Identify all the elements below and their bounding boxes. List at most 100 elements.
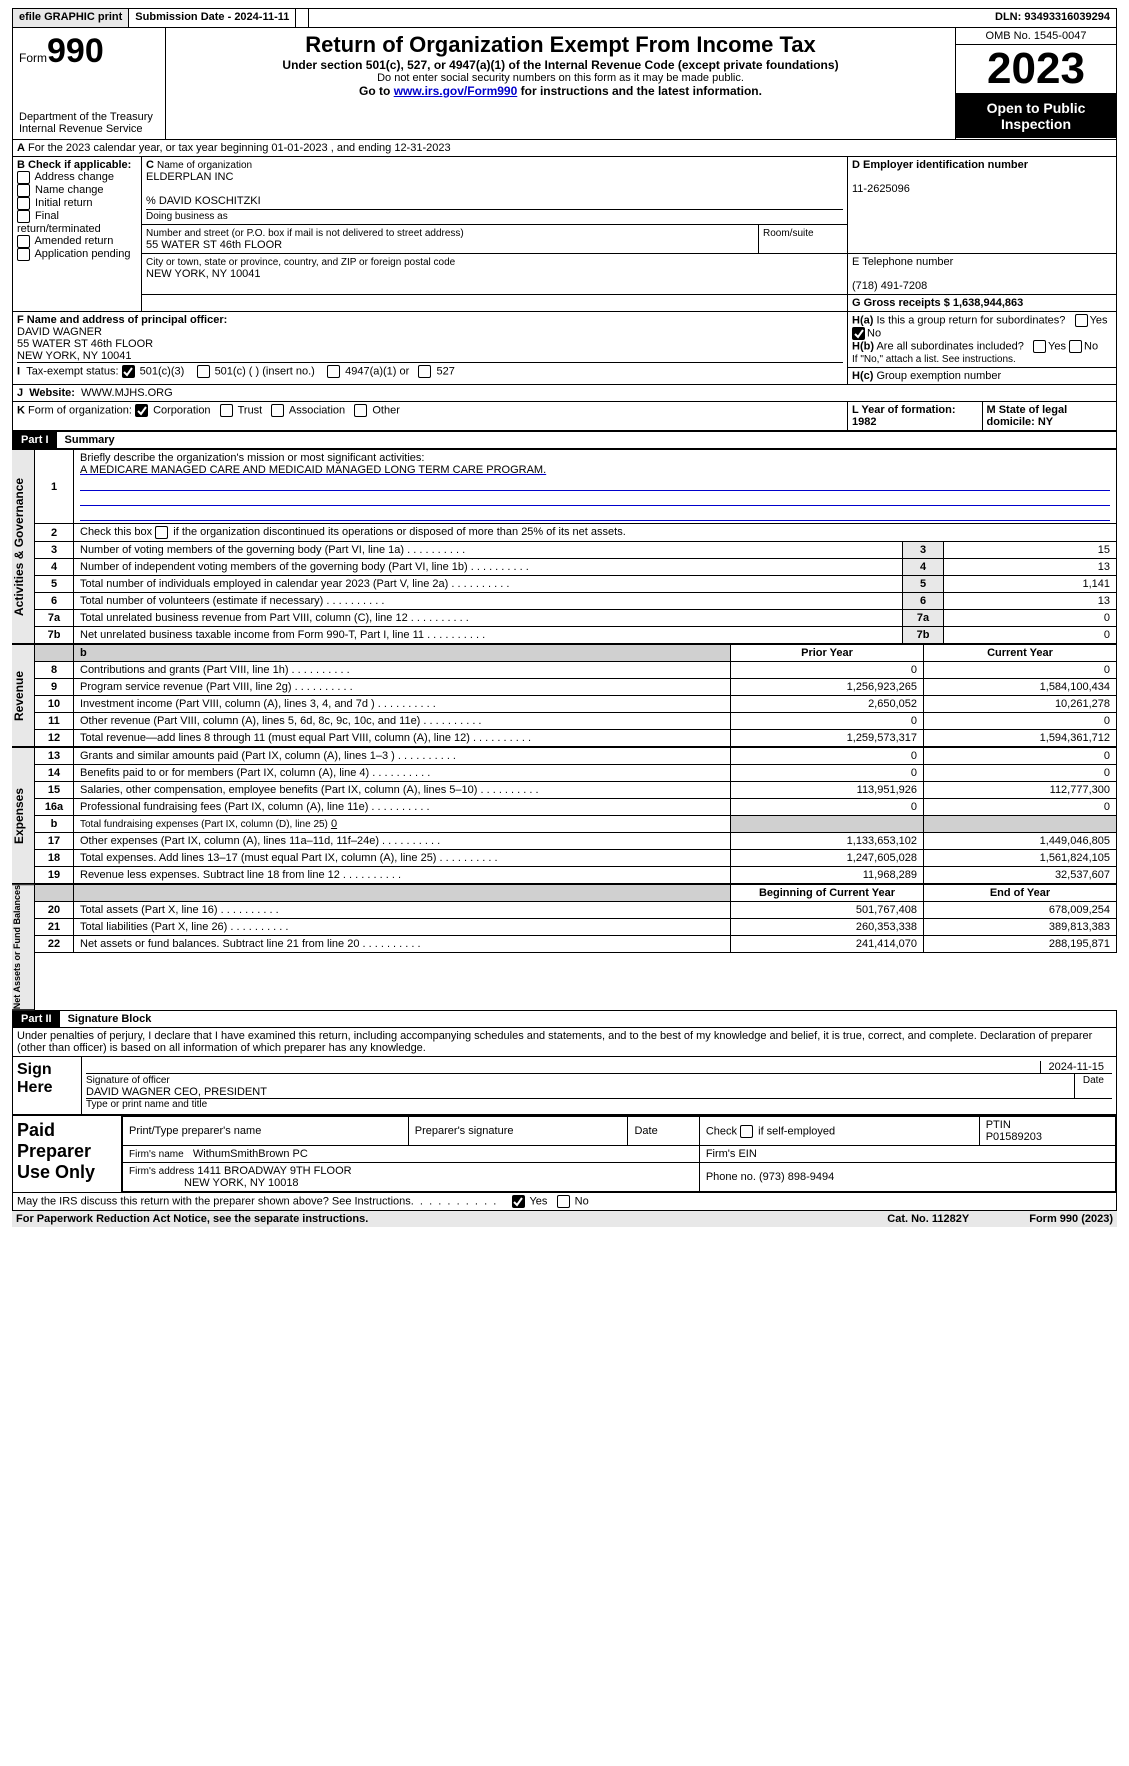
check-b-opt [17,184,30,197]
ein: 11-2625096 [852,183,910,195]
check-b-opt [17,197,30,210]
form-number: 990 [47,32,104,70]
paid-preparer-label: Paid Preparer Use Only [13,1116,122,1192]
check-b-opt [17,235,30,248]
city-state-zip: NEW YORK, NY 10041 [146,268,261,280]
sign-here-block: Sign Here 2024-11-15 Signature of office… [12,1056,1117,1115]
form-word: Form [19,51,47,65]
city-label: City or town, state or province, country… [146,257,455,268]
form990-link[interactable]: www.irs.gov/Form990 [394,84,518,98]
hb-no [1069,340,1082,353]
addr-label: Number and street (or P.O. box if mail i… [146,228,464,239]
line2: Check this box if the organization disco… [80,526,626,538]
check-assoc [271,404,284,417]
dba-label: Doing business as [146,211,228,222]
check-trust [220,404,233,417]
check-b-opt [17,248,30,261]
firm-name: WithumSmithBrown PC [193,1148,308,1160]
officer-addr2: NEW YORK, NY 10041 [17,350,132,362]
under-section: Under section 501(c), 527, or 4947(a)(1)… [174,58,947,72]
sig-date-val: 2024-11-15 [1040,1061,1112,1073]
check-501c [197,365,210,378]
gross-receipts: G Gross receipts $ 1,638,944,863 [852,297,1023,309]
dln: DLN: 93493316039294 [989,9,1116,27]
check-501c3 [122,365,135,378]
col-prior: Prior Year [801,647,853,659]
org-name: ELDERPLAN INC [146,171,233,183]
side-rev: Revenue [12,644,35,747]
firm-address: 1411 BROADWAY 9TH FLOOR [197,1165,351,1177]
ssn-warning: Do not enter social security numbers on … [174,72,947,84]
open-to-public: Open to Public Inspection [956,94,1116,138]
officer-addr1: 55 WATER ST 46th FLOOR [17,338,153,350]
firm-ein: Firm's EIN [699,1146,1115,1163]
page-footer: For Paperwork Reduction Act Notice, see … [12,1211,1117,1227]
efile-badge: efile GRAPHIC print [13,9,129,27]
ein-label: D Employer identification number [852,159,1028,171]
c-label: Name of organization [157,160,252,171]
side-na: Net Assets or Fund Balances [12,884,35,1010]
side-gov: Activities & Governance [12,449,35,644]
phone: (718) 491-7208 [852,280,927,292]
submission-date: Submission Date - 2024-11-11 [129,9,296,27]
hb-note: If "No," attach a list. See instructions… [852,354,1016,365]
ha-yes [1075,314,1088,327]
officer-name: DAVID WAGNER [17,326,102,338]
tax-year: 2023 [956,45,1116,94]
col-beg: Beginning of Current Year [759,887,895,899]
subordinates-q: Are all subordinates included? [876,340,1023,352]
irs: Internal Revenue Service [19,123,159,135]
firm-city: NEW YORK, NY 10018 [184,1177,299,1189]
part1-header: Part I Summary [12,431,1117,449]
section-b-label: B Check if applicable: [17,159,131,171]
cat-no: Cat. No. 11282Y [887,1213,969,1225]
phone-label: E Telephone number [852,256,953,268]
sign-here: Sign Here [13,1057,82,1114]
check-b-opt [17,171,30,184]
tax-exempt-label: Tax-exempt status: [26,365,118,377]
hb-yes [1033,340,1046,353]
self-employed: Check if self-employed [699,1117,979,1146]
website-label: Website: [29,387,75,399]
year-formation: L Year of formation: 1982 [852,404,956,428]
discuss-no [557,1195,570,1208]
tax-year-line: For the 2023 calendar year, or tax year … [28,142,451,154]
mission: A MEDICARE MANAGED CARE AND MEDICAID MAN… [80,464,546,476]
preparer-phone: Phone no. (973) 898-9494 [699,1163,1115,1192]
paid-preparer-block: Paid Preparer Use Only Print/Type prepar… [12,1115,1117,1193]
state-domicile: M State of legal domicile: NY [987,404,1068,428]
section-a: A For the 2023 calendar year, or tax yea… [12,140,1117,431]
ha-no [852,327,865,340]
part2-header: Part II Signature Block [12,1010,1117,1028]
form-header: Form990 Department of the Treasury Inter… [12,28,1117,140]
street-address: 55 WATER ST 46th FLOOR [146,239,282,251]
omb-number: OMB No. 1545-0047 [956,28,1116,45]
check-b-opt [17,210,30,223]
officer-sig: DAVID WAGNER CEO, PRESIDENT [86,1086,267,1098]
check-corp [135,404,148,417]
line16b-val: 0 [331,818,337,830]
room-label: Room/suite [763,228,814,239]
line1-label: Briefly describe the organization's miss… [80,452,424,464]
top-bar: efile GRAPHIC print Submission Date - 20… [12,8,1117,28]
check-527 [418,365,431,378]
pra-notice: For Paperwork Reduction Act Notice, see … [16,1213,368,1225]
group-exemption: Group exemption number [876,370,1001,382]
care-of: % DAVID KOSCHITZKI [146,195,261,207]
website: WWW.MJHS.ORG [81,387,173,399]
dept-treasury: Department of the Treasury [19,111,159,123]
discuss-yes [512,1195,525,1208]
officer-label: F Name and address of principal officer: [17,314,227,326]
line16b: Total fundraising expenses (Part IX, col… [80,819,328,830]
form-title: Return of Organization Exempt From Incom… [174,32,947,58]
side-exp: Expenses [12,747,35,884]
group-return-q: Is this a group return for subordinates? [876,314,1065,326]
ptin: P01589203 [986,1131,1042,1143]
form-org-label: Form of organization: [28,404,132,416]
col-end: End of Year [990,887,1050,899]
discuss-line: May the IRS discuss this return with the… [12,1193,1117,1211]
form-footer: Form 990 (2023) [1029,1213,1113,1225]
check-4947 [327,365,340,378]
perjury-statement: Under penalties of perjury, I declare th… [12,1028,1117,1056]
check-other [354,404,367,417]
